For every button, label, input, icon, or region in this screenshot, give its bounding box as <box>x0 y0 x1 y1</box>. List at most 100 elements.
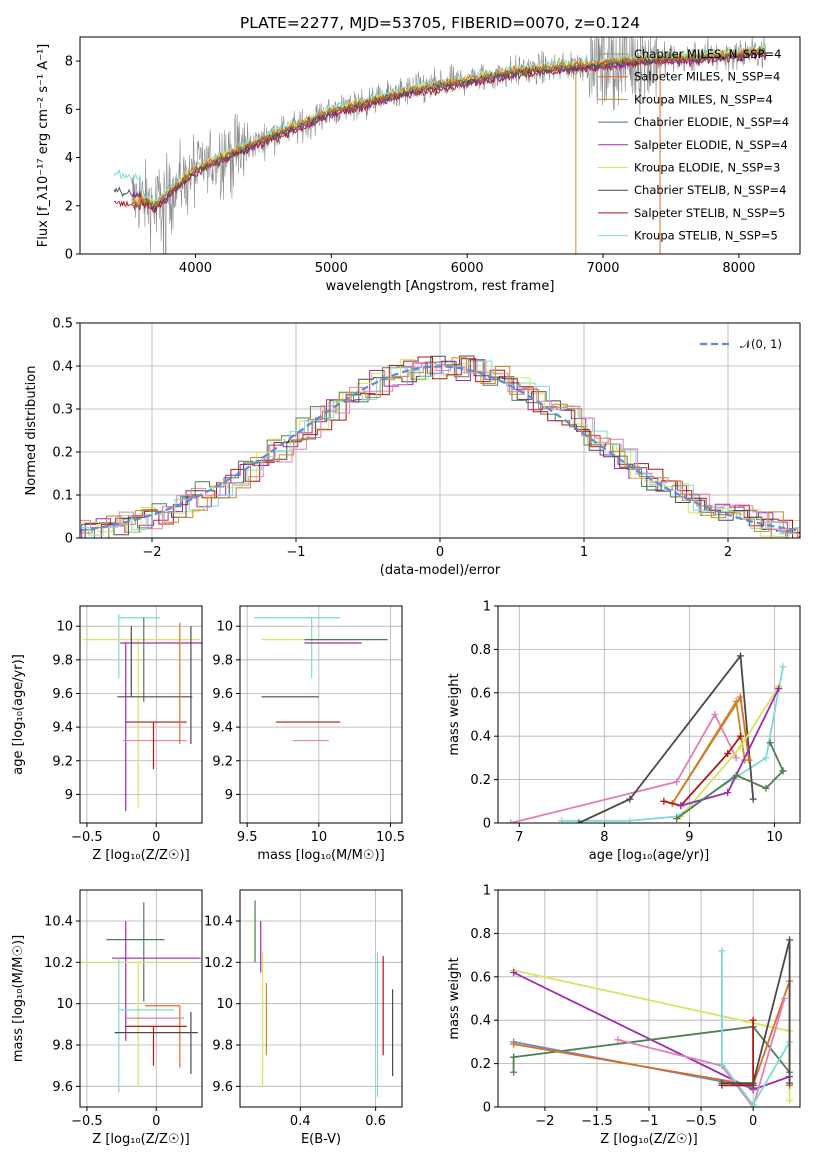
weight-marker <box>749 795 757 803</box>
weight-line <box>513 980 791 1087</box>
y-tick-label: 9.2 <box>52 754 73 769</box>
y-tick-label: 9.8 <box>212 1039 233 1054</box>
weight-marker <box>510 1068 518 1076</box>
weight-marker <box>507 819 515 823</box>
legend-label: Kroupa ELODIE, N_SSP=3 <box>634 161 780 175</box>
spectrum-legend: Chabrier MILES, N_SSP=4 Salpeter MILES, N… <box>598 47 789 243</box>
x-tick-label: 5000 <box>315 261 348 276</box>
y-tick-label: 4 <box>65 151 73 166</box>
weight-marker <box>711 711 719 718</box>
legend-label: Chabrier ELODIE, N_SSP=4 <box>634 115 789 129</box>
x-tick-label: 10 <box>311 830 328 845</box>
x-tick-label: 7 <box>515 830 523 845</box>
y-tick-label: 9.8 <box>52 653 73 668</box>
weight-marker <box>736 693 744 701</box>
age_vs_Z-errorbars <box>82 614 202 812</box>
histogram-step <box>81 359 788 538</box>
weight-marker <box>762 754 770 762</box>
y-tick-label: 0.8 <box>470 927 491 942</box>
legend-label: Kroupa MILES, N_SSP=4 <box>634 92 773 106</box>
y-tick-label: 10.2 <box>204 956 233 971</box>
weight-marker <box>510 968 518 976</box>
y-tick-label: 9.6 <box>212 687 233 702</box>
x-tick-label: −1 <box>286 545 305 560</box>
weight-line <box>721 950 791 1107</box>
weight_vs_age-frame <box>497 605 801 824</box>
y-tick-label: 9.8 <box>52 1039 73 1054</box>
weight-marker <box>718 947 726 955</box>
weight-marker <box>614 1036 622 1044</box>
y-tick-label: 10.2 <box>44 956 73 971</box>
x-tick-label: −1 <box>639 1114 658 1129</box>
weight-marker <box>718 1060 726 1068</box>
x-tick-label: 1 <box>580 545 588 560</box>
x-tick-label: −2 <box>142 545 161 560</box>
y-tick-label: 9.8 <box>212 653 233 668</box>
weight-marker <box>786 1096 794 1104</box>
legend-label: Salpeter MILES, N_SSP=4 <box>634 70 780 84</box>
x-axis-label: wavelength [Angstrom, rest frame] <box>326 279 555 294</box>
y-tick-label: 10.4 <box>204 915 233 930</box>
weight-marker <box>626 817 634 823</box>
weight-marker <box>766 739 774 747</box>
y-tick-label: 10 <box>216 997 233 1012</box>
legend-label: Chabrier STELIB, N_SSP=4 <box>634 183 786 197</box>
x-axis-label: Z [log₁₀(Z/Z☉)] <box>92 848 189 863</box>
weight_vs_age-axes: 7 8 9 10 0 0.2 0.4 0.6 0.8 1 <box>470 600 800 845</box>
y-axis-label: age [log₁₀(age/yr)] <box>11 654 26 775</box>
y-tick-label: 9 <box>65 788 73 803</box>
y-tick-label: 0 <box>483 817 491 832</box>
spectrum-axes: 4000 5000 6000 7000 8000 0 2 4 6 8 <box>65 55 756 276</box>
weight-marker <box>775 684 783 692</box>
x-axis-label: age [log₁₀(age/yr)] <box>589 848 710 863</box>
y-tick-label: 6 <box>65 103 73 118</box>
weight-marker <box>736 743 744 751</box>
x-axis-label: Z [log₁₀(Z/Z☉)] <box>92 1132 189 1147</box>
y-tick-label: 9.6 <box>52 687 73 702</box>
histogram-step <box>80 359 800 538</box>
y-tick-label: 10.4 <box>44 915 73 930</box>
y-tick-label: 10 <box>56 997 73 1012</box>
weight-marker <box>786 936 794 944</box>
x-tick-label: 8000 <box>722 261 755 276</box>
x-tick-label: −0.5 <box>71 1114 103 1129</box>
weight-marker <box>749 1016 757 1024</box>
x-tick-label: 0 <box>152 830 160 845</box>
weight-marker <box>724 789 732 797</box>
x-tick-label: −2 <box>535 1114 554 1129</box>
y-axis-label: Normed distribution <box>24 366 39 496</box>
y-tick-label: 10 <box>56 620 73 635</box>
figure-title: PLATE=2277, MJD=53705, FIBERID=0070, z=0… <box>240 14 640 32</box>
weight-marker <box>626 795 634 803</box>
weight-marker <box>660 797 668 805</box>
x-tick-label: −1.5 <box>581 1114 613 1129</box>
mass_vs_EBV-errorbars <box>254 900 394 1097</box>
spectrum-lines <box>113 37 767 254</box>
y-tick-label: 9.4 <box>52 721 73 736</box>
weight-marker <box>732 754 740 762</box>
residuals-axes: −2 −1 0 1 2 0 0.1 0.2 0.3 0.4 0.5 <box>52 317 800 560</box>
weight-marker <box>724 750 732 758</box>
y-tick-label: 0.8 <box>470 643 491 658</box>
weight-marker <box>779 663 787 671</box>
weight-marker <box>749 1101 757 1107</box>
normal-reference-curve <box>80 365 800 532</box>
x-tick-label: −0.5 <box>71 830 103 845</box>
weight-line <box>617 998 786 1107</box>
x-tick-label: 9.5 <box>237 830 258 845</box>
x-tick-label: 8 <box>600 830 608 845</box>
mass_vs_Z-axes: −0.5 0 9.6 9.8 10 10.2 10.4 <box>44 890 202 1129</box>
y-tick-label: 0.4 <box>52 360 73 375</box>
age_vs_mass-errorbars <box>254 617 388 742</box>
y-axis-label: mass [log₁₀(M/M☉)] <box>11 935 26 1062</box>
age_vs_mass-axes: 9.5 10 10.5 9 9.2 9.4 9.6 9.8 10 <box>212 606 405 845</box>
weight-line <box>578 653 755 823</box>
residual-histograms <box>80 355 800 538</box>
legend-label: 𝒩(0, 1) <box>740 337 782 351</box>
y-tick-label: 0.6 <box>470 686 491 701</box>
weight-line <box>769 742 784 772</box>
residuals-frame <box>79 322 801 539</box>
y-tick-label: 0.1 <box>52 489 73 504</box>
y-axis-label: mass weight <box>447 673 462 755</box>
y-tick-label: 10 <box>216 620 233 635</box>
